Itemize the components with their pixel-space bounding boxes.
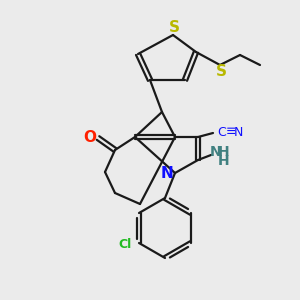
Text: S: S [215,64,226,80]
Text: O: O [83,130,97,146]
Text: H: H [218,145,230,159]
Text: H: H [218,154,230,168]
Text: S: S [169,20,179,35]
Text: C: C [217,125,226,139]
Text: N: N [234,125,243,139]
Text: ≡: ≡ [226,125,236,139]
Text: Cl: Cl [118,238,132,251]
Text: N: N [160,166,173,181]
Text: N: N [210,145,222,159]
